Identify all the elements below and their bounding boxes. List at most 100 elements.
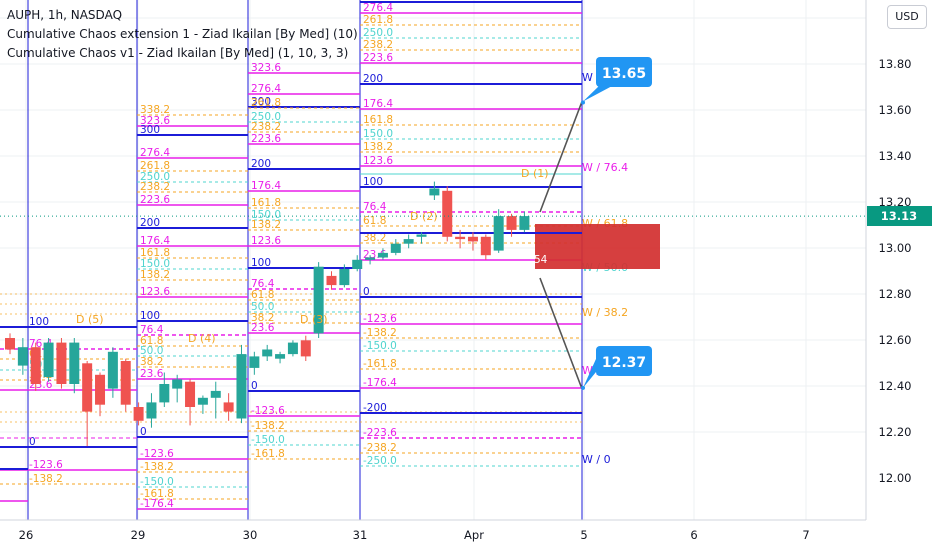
- level-label: -123.6: [140, 448, 174, 460]
- level-label: 176.4: [251, 180, 281, 192]
- candle-body: [236, 354, 247, 419]
- level-label: -123.6: [251, 405, 285, 417]
- level-label: 200: [140, 217, 160, 229]
- legend-study-1[interactable]: Cumulative Chaos extension 1 - Ziad Ikai…: [7, 27, 358, 41]
- level-label: -123.6: [29, 459, 63, 471]
- level-label: 250.0: [140, 171, 170, 183]
- level-label: -176.4: [140, 498, 174, 510]
- candle-body: [159, 384, 170, 403]
- level-label: 200: [363, 73, 383, 85]
- level-label: -250.0: [363, 455, 397, 467]
- level-label: 161.8: [140, 247, 170, 259]
- wave-marker: D (4): [188, 332, 216, 345]
- candle-body: [390, 243, 401, 253]
- level-label: 323.6: [251, 62, 281, 74]
- legend-study-2[interactable]: Cumulative Chaos v1 - Ziad Ikailan [By M…: [7, 46, 349, 60]
- level-label: 150.0: [251, 209, 281, 221]
- level-label: 38.2: [363, 232, 386, 244]
- legend-symbol[interactable]: AUPH, 1h, NASDAQ: [7, 8, 123, 22]
- level-label: -138.2: [363, 327, 397, 339]
- level-label: 276.4: [251, 83, 281, 95]
- level-label: 223.6: [363, 52, 393, 64]
- wave-marker: D (1): [521, 167, 549, 180]
- candle-body: [313, 266, 324, 334]
- target-zone: [535, 224, 660, 269]
- level-label: 76.4: [251, 278, 275, 290]
- y-axis-tick-label: 12.20: [879, 425, 912, 439]
- level-label: -161.8: [363, 358, 397, 370]
- level-label: 100: [251, 257, 271, 269]
- level-label: -138.2: [29, 473, 63, 485]
- x-axis-tick-label: 7: [802, 528, 809, 542]
- candle-body: [287, 342, 298, 355]
- candle-body: [185, 381, 196, 407]
- wave-marker: D (5): [76, 313, 104, 326]
- candle-body: [300, 340, 311, 357]
- level-label: 238.2: [140, 181, 170, 193]
- last-price-badge: [867, 206, 932, 226]
- candle-body: [352, 259, 363, 269]
- projection-label: W / 76.4: [582, 161, 628, 174]
- level-label: 176.4: [140, 235, 170, 247]
- level-label: 238.2: [363, 39, 393, 51]
- callout-anchor-dot: [581, 100, 585, 105]
- level-label: -150.0: [140, 476, 174, 488]
- level-label: 23.6: [140, 368, 164, 380]
- price-callout-pointer: [583, 350, 614, 388]
- level-label: 300: [140, 124, 160, 136]
- level-label: 38.2: [251, 312, 274, 324]
- level-label: 100: [363, 176, 383, 188]
- projection-label: W / 0: [582, 453, 611, 466]
- level-label: 176.4: [363, 98, 393, 110]
- level-label: 76.4: [363, 201, 387, 213]
- level-label: 38.2: [140, 356, 163, 368]
- candle-body: [275, 354, 286, 359]
- candle-body: [43, 342, 54, 378]
- candle-body: [442, 190, 453, 237]
- level-label: 161.8: [363, 114, 393, 126]
- candle-body: [326, 275, 337, 286]
- level-label: -176.4: [363, 377, 397, 389]
- level-label: 23.6: [251, 322, 275, 334]
- y-axis-tick-label: 13.60: [879, 103, 912, 117]
- level-label: 250.0: [363, 27, 393, 39]
- candle-body: [506, 216, 517, 230]
- level-label: 238.2: [251, 121, 281, 133]
- candle-body: [133, 407, 144, 421]
- currency-button[interactable]: USD: [887, 5, 927, 29]
- level-label: 300: [251, 96, 271, 108]
- level-label: 276.4: [363, 2, 393, 14]
- candle-body: [249, 356, 260, 368]
- candle-body: [95, 374, 106, 405]
- candle-body: [262, 349, 273, 357]
- wave-marker: D (3): [300, 313, 328, 326]
- level-label: 76.4: [140, 324, 164, 336]
- candle-body: [493, 216, 504, 251]
- candle-body: [377, 252, 388, 258]
- level-label: 261.8: [140, 160, 170, 172]
- level-label: 100: [29, 316, 49, 328]
- candle-body: [107, 351, 118, 389]
- level-label: 150.0: [363, 128, 393, 140]
- level-label: -200: [363, 402, 387, 414]
- level-label: 261.8: [251, 97, 281, 109]
- y-axis-tick-label: 13.00: [879, 241, 912, 255]
- level-label: 150.0: [140, 258, 170, 270]
- level-label: -123.6: [363, 313, 397, 325]
- candle-body: [82, 363, 93, 412]
- level-label: 250.0: [251, 111, 281, 123]
- candle-body: [480, 236, 491, 256]
- level-label: 261.8: [363, 14, 393, 26]
- level-label: 61.8: [140, 335, 163, 347]
- last-price-label: 13.13: [881, 209, 917, 223]
- y-axis-tick-label: 13.80: [879, 57, 912, 71]
- x-axis-tick-label: 30: [243, 528, 258, 542]
- y-axis-tick-label: 12.40: [879, 379, 912, 393]
- level-label: 61.8: [363, 215, 386, 227]
- candle-body: [56, 342, 67, 384]
- projection-line-up: [539, 101, 583, 213]
- level-label: -138.2: [140, 461, 174, 473]
- level-label: 138.2: [140, 269, 170, 281]
- level-label: -150.0: [251, 434, 285, 446]
